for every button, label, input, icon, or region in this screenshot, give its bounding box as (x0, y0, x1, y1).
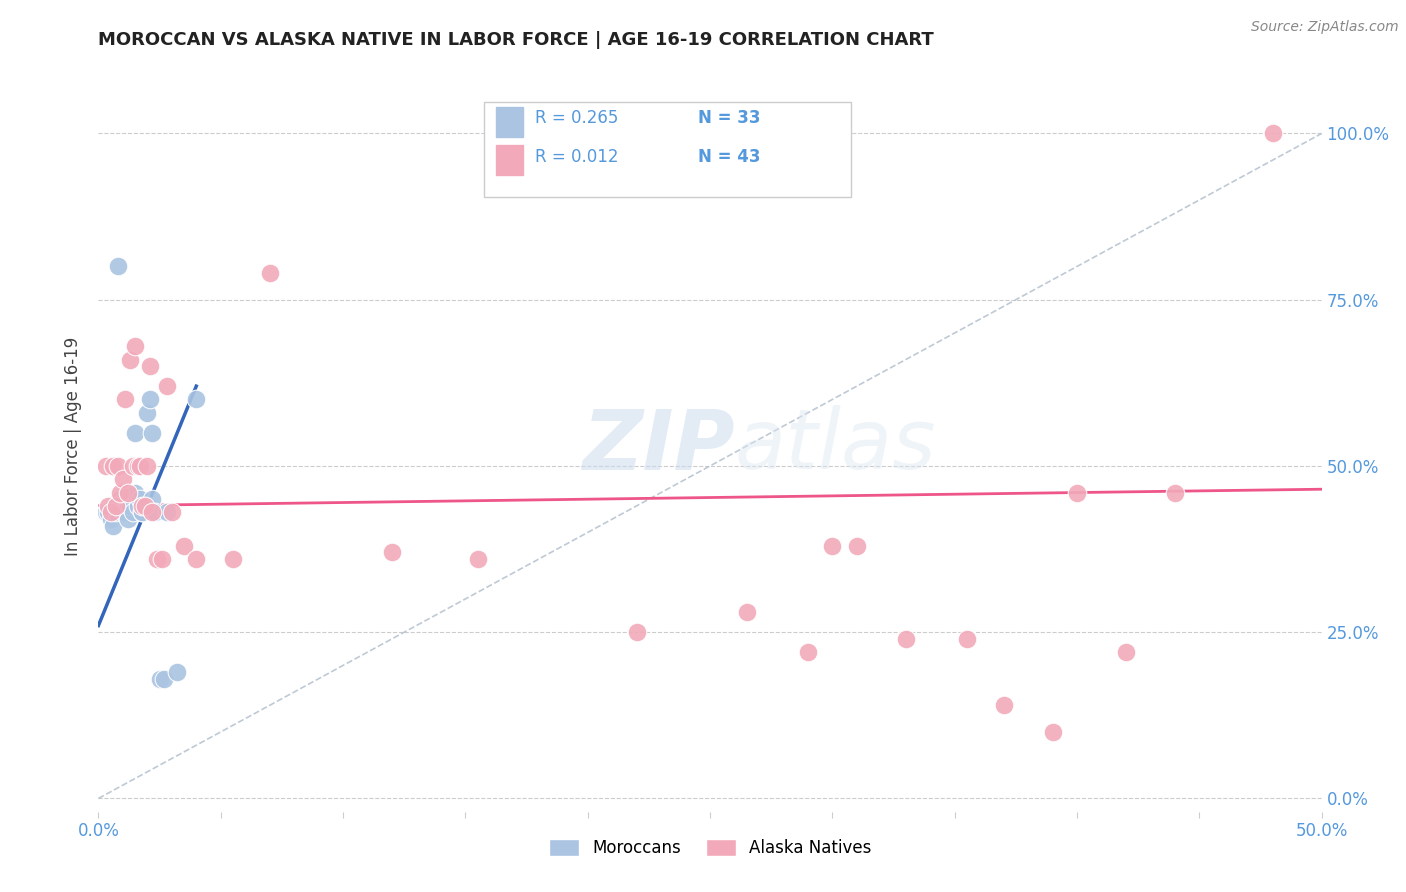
Point (97, 506, 120, 520)
Point (127, 458, 149, 473)
Point (117, 512, 139, 526)
Point (141, 425, 163, 440)
Point (97, 499, 120, 513)
Point (94, 458, 117, 473)
Point (139, 359, 162, 374)
Point (153, 672, 176, 686)
Text: MOROCCAN VS ALASKA NATIVE IN LABOR FORCE | AGE 16-19 CORRELATION CHART: MOROCCAN VS ALASKA NATIVE IN LABOR FORCE… (98, 31, 934, 49)
Text: atlas: atlas (734, 406, 936, 486)
Point (136, 458, 159, 473)
Point (1164, 485, 1187, 500)
Point (117, 499, 139, 513)
Point (111, 506, 134, 520)
Point (104, 499, 127, 513)
Point (626, 625, 648, 640)
FancyBboxPatch shape (496, 107, 523, 137)
Point (131, 506, 153, 520)
Point (222, 552, 245, 566)
Point (129, 492, 152, 507)
Point (186, 552, 208, 566)
Point (100, 506, 122, 520)
Text: N = 33: N = 33 (697, 110, 761, 128)
Point (146, 552, 169, 566)
Text: N = 43: N = 43 (697, 148, 761, 166)
Point (134, 499, 156, 513)
Point (136, 499, 159, 513)
Legend: Moroccans, Alaska Natives: Moroccans, Alaska Natives (540, 830, 880, 865)
Point (101, 458, 124, 473)
Point (127, 499, 149, 513)
Point (117, 485, 139, 500)
Point (894, 632, 917, 646)
Point (110, 499, 132, 513)
Point (381, 545, 404, 559)
Point (131, 499, 153, 513)
Point (186, 392, 208, 407)
Point (101, 518, 124, 533)
Point (110, 485, 132, 500)
Point (156, 379, 179, 393)
Point (124, 425, 146, 440)
Point (124, 485, 146, 500)
FancyBboxPatch shape (484, 103, 851, 197)
Y-axis label: In Labor Force | Age 16-19: In Labor Force | Age 16-19 (65, 336, 83, 556)
Point (821, 539, 844, 553)
Point (1115, 645, 1137, 659)
Point (114, 392, 136, 407)
Point (845, 539, 868, 553)
Point (94, 506, 117, 520)
Text: Source: ZipAtlas.com: Source: ZipAtlas.com (1251, 20, 1399, 34)
Point (141, 506, 163, 520)
Text: ZIP: ZIP (582, 406, 734, 486)
Point (149, 672, 172, 686)
Point (111, 472, 134, 486)
Point (124, 339, 146, 353)
Point (467, 552, 489, 566)
Point (141, 492, 163, 507)
Point (166, 665, 188, 679)
Point (1261, 127, 1284, 141)
Point (173, 539, 195, 553)
Point (136, 406, 159, 420)
Point (797, 645, 820, 659)
FancyBboxPatch shape (496, 145, 523, 176)
Text: R = 0.265: R = 0.265 (536, 110, 619, 128)
Point (100, 512, 122, 526)
Point (1042, 725, 1064, 739)
Point (956, 632, 979, 646)
Text: R = 0.012: R = 0.012 (536, 148, 619, 166)
Point (107, 458, 129, 473)
Point (143, 506, 166, 520)
Point (121, 458, 143, 473)
Point (111, 499, 134, 513)
Point (160, 506, 183, 520)
Point (104, 506, 127, 520)
Point (110, 492, 132, 507)
Point (120, 499, 142, 513)
Point (150, 552, 173, 566)
Point (735, 605, 758, 619)
Point (134, 499, 156, 513)
Point (993, 698, 1015, 713)
Point (131, 506, 153, 520)
Point (114, 506, 136, 520)
Point (107, 260, 129, 274)
Point (121, 506, 143, 520)
Point (1066, 485, 1088, 500)
Point (139, 392, 162, 407)
Point (129, 458, 152, 473)
Point (156, 506, 179, 520)
Point (259, 266, 281, 280)
Point (120, 352, 142, 367)
